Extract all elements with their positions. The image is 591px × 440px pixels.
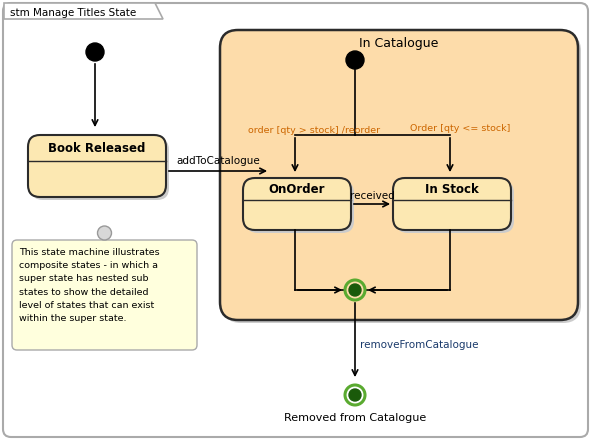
Text: This state machine illustrates
composite states - in which a
super state has nes: This state machine illustrates composite… xyxy=(19,248,160,323)
Circle shape xyxy=(345,280,365,300)
Text: In Stock: In Stock xyxy=(425,183,479,196)
Text: Removed from Catalogue: Removed from Catalogue xyxy=(284,413,426,423)
Text: removeFromCatalogue: removeFromCatalogue xyxy=(360,340,479,350)
Text: Order [qty <= stock]: Order [qty <= stock] xyxy=(410,124,511,133)
FancyBboxPatch shape xyxy=(3,3,588,437)
Text: Book Released: Book Released xyxy=(48,142,146,155)
Circle shape xyxy=(346,51,364,69)
FancyBboxPatch shape xyxy=(396,181,514,233)
Text: In Catalogue: In Catalogue xyxy=(359,37,439,51)
FancyBboxPatch shape xyxy=(220,30,578,320)
Circle shape xyxy=(345,385,365,405)
Polygon shape xyxy=(4,3,163,19)
FancyBboxPatch shape xyxy=(28,135,166,197)
Text: stm Manage Titles State: stm Manage Titles State xyxy=(10,8,137,18)
Text: OnOrder: OnOrder xyxy=(269,183,325,196)
Circle shape xyxy=(349,284,361,296)
Circle shape xyxy=(86,43,104,61)
Circle shape xyxy=(98,226,112,240)
Text: addToCatalogue: addToCatalogue xyxy=(176,156,260,166)
FancyBboxPatch shape xyxy=(31,138,169,200)
Text: received: received xyxy=(350,191,394,201)
FancyBboxPatch shape xyxy=(246,181,354,233)
FancyBboxPatch shape xyxy=(243,178,351,230)
Circle shape xyxy=(349,389,361,401)
FancyBboxPatch shape xyxy=(223,33,581,323)
Text: order [qty > stock] /reorder: order [qty > stock] /reorder xyxy=(248,126,380,135)
FancyBboxPatch shape xyxy=(12,240,197,350)
FancyBboxPatch shape xyxy=(393,178,511,230)
